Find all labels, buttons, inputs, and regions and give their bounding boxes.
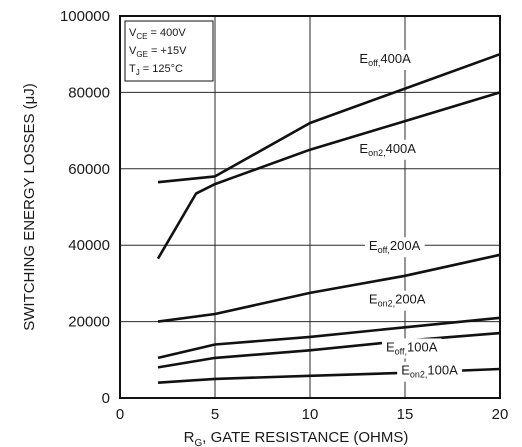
x-tick-label: 0 [116,406,124,423]
series-label-text: Eon2,100A [401,363,458,380]
series-curve-1 [157,52,501,184]
x-tick-labels: 0 5 10 15 20 [116,406,509,423]
x-tick-label: 10 [302,406,319,423]
y-tick-labels: 0 20000 40000 60000 80000 100000 [60,8,110,407]
conditions-box-border [124,20,214,82]
condition-line: VCE = 400V [129,27,186,41]
series-curves [156,52,501,384]
y-tick-label: 20000 [68,314,110,331]
series-label-text: Eoff,100A [386,339,438,356]
y-tick-label: 0 [102,390,110,407]
x-axis-title: RG, GATE RESISTANCE (OHMS) [184,429,409,447]
series-curve-5 [157,331,501,369]
series-label-2: Eon2,400A [355,139,421,160]
condition-line: VGE = +15V [129,45,187,59]
y-tick-label: 80000 [68,84,110,101]
series-label-bg [397,361,463,382]
series-label-bg [355,50,416,71]
series-label-5: Eoff,100A [382,338,442,359]
x-tick-label: 5 [211,406,219,423]
series-label-bg [355,139,421,160]
y-axis-title: SWITCHING ENERGY LOSSES (μJ) [21,83,38,331]
series-label-4: Eon2,200A [364,290,430,311]
x-tick-label: 20 [492,406,509,423]
x-tick-label: 15 [397,406,414,423]
series-curve-2 [156,91,501,260]
series-label-text: Eon2,400A [359,141,416,158]
series-label-bg [382,338,442,359]
series-curve-4 [157,316,501,360]
series-label-bg [364,237,425,258]
series-label-6: Eon2,100A [397,361,463,382]
condition-line: TJ = 125°C [129,63,183,77]
series-label-bg [364,290,430,311]
series-label-text: Eoff,400A [359,51,411,68]
series-label-text: Eoff,200A [369,238,421,255]
test-conditions-box: VCE = 400V VGE = +15V TJ = 125°C [124,20,214,82]
series-labels: Eoff,400A Eon2,400A Eoff,200A Eon2,200A Eoff… [355,50,463,382]
series-label-1: Eoff,400A [355,50,416,71]
series-curve-3 [157,253,501,323]
y-tick-label: 60000 [68,161,110,178]
series-label-3: Eoff,200A [364,237,425,258]
y-tick-label: 100000 [60,8,110,25]
series-label-text: Eon2,200A [369,292,426,309]
plot-frame [119,15,501,399]
grid-lines [120,16,500,398]
y-tick-label: 40000 [68,237,110,254]
